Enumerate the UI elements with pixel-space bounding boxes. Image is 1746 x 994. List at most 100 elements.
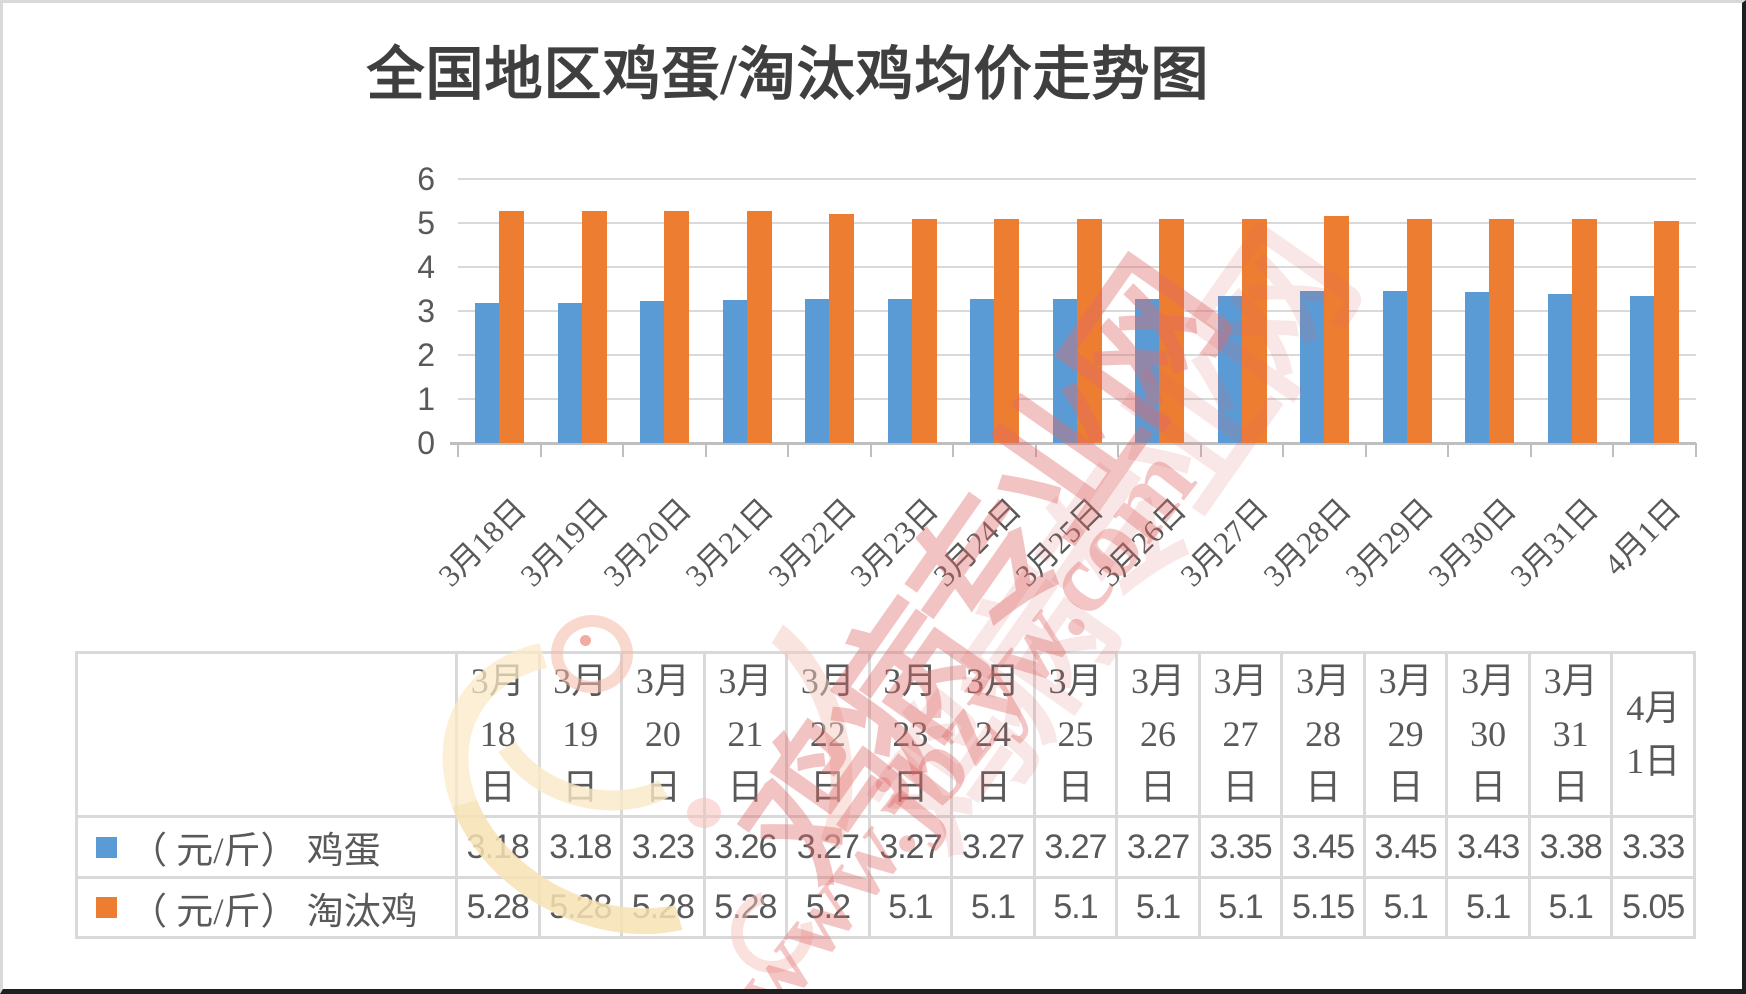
y-axis-tick-label: 5: [417, 205, 435, 241]
x-axis-category-label: 3月24日: [926, 491, 1028, 594]
x-axis-category-label: 4月1日: [1597, 491, 1688, 583]
bar-culled-chicken-11: [1406, 219, 1432, 443]
table-value-culled-chicken-10: 5.15: [1283, 879, 1363, 936]
legend-row-label-culled-chicken: （ 元/斤） 淘汰鸡: [78, 879, 455, 936]
bar-culled-chicken-4: [829, 214, 855, 443]
bar-culled-chicken-8: [1159, 219, 1185, 443]
x-axis-category-label: 3月28日: [1256, 491, 1358, 594]
bar-culled-chicken-6: [994, 219, 1020, 443]
x-axis-category-label: 3月26日: [1091, 491, 1193, 594]
brand-logo-rooster-eye: [580, 635, 591, 646]
x-axis-category-label: 3月31日: [1503, 491, 1606, 594]
x-axis-tick: [704, 443, 707, 457]
data-table: 3月 18 日 3月 19 日 3月 20 日 3月 21 日 3月 22 日 3月 23…: [75, 651, 1696, 939]
x-axis-category-label: 3月19日: [513, 491, 616, 594]
bar-culled-chicken-1: [581, 211, 607, 443]
table-value-eggs-9: 3.35: [1200, 818, 1281, 876]
bar-culled-chicken-10: [1324, 216, 1350, 443]
x-axis-category-label: 3月25日: [1008, 491, 1111, 594]
x-axis-category-label: 3月22日: [761, 491, 863, 594]
bar-eggs-3: [722, 300, 747, 443]
table-col-header-4: 3月 22 日: [788, 654, 868, 815]
x-axis-tick: [952, 443, 954, 457]
bar-eggs-12: [1465, 292, 1490, 443]
table-value-culled-chicken-7: 5.1: [1035, 879, 1116, 936]
legend-label-text: （ 元/斤） 淘汰鸡: [130, 891, 418, 933]
y-axis-tick-label: 6: [417, 161, 435, 197]
table-corner-cell: [78, 654, 455, 815]
table-value-culled-chicken-3: 5.28: [705, 879, 786, 936]
table-value-culled-chicken-6: 5.1: [953, 879, 1033, 936]
table-col-header-2: 3月 20 日: [623, 654, 703, 815]
bar-culled-chicken-0: [499, 211, 525, 443]
x-axis-tick: [787, 443, 789, 457]
table-value-culled-chicken-9: 5.1: [1200, 879, 1281, 936]
bar-culled-chicken-9: [1241, 219, 1267, 443]
bar-culled-chicken-14: [1654, 221, 1680, 443]
y-axis-tick-label: 3: [417, 293, 435, 329]
x-axis-tick: [869, 443, 872, 457]
table-value-eggs-10: 3.45: [1283, 818, 1363, 876]
table-col-header-0: 3月 18 日: [458, 654, 538, 815]
legend-label-text: （ 元/斤） 鸡蛋: [130, 831, 381, 872]
y-axis-tick-label: 0: [417, 425, 435, 461]
x-axis-category-label: 3月18日: [431, 491, 533, 594]
x-axis-category-label: 3月30日: [1421, 491, 1523, 594]
y-axis-tick-label: 2: [417, 337, 435, 373]
bar-eggs-0: [475, 303, 500, 443]
table-col-header-12: 3月 30 日: [1448, 654, 1528, 815]
x-axis-tick: [1364, 443, 1367, 457]
table-value-culled-chicken-0: 5.28: [458, 879, 538, 936]
table-value-culled-chicken-5: 5.1: [870, 879, 951, 936]
table-value-culled-chicken-8: 5.1: [1118, 879, 1198, 936]
x-axis-category-label: 3月21日: [678, 491, 781, 594]
bar-eggs-9: [1217, 296, 1242, 443]
x-axis-tick: [1199, 443, 1202, 457]
table-value-eggs-3: 3.26: [705, 818, 786, 876]
y-axis-tick-label: 4: [417, 249, 435, 285]
table-col-header-6: 3月 24 日: [953, 654, 1033, 815]
bar-eggs-1: [557, 303, 582, 443]
table-col-header-7: 3月 25 日: [1035, 654, 1116, 815]
table-value-culled-chicken-4: 5.2: [788, 879, 868, 936]
bar-culled-chicken-12: [1489, 219, 1515, 443]
x-axis-tick: [1034, 443, 1037, 457]
bar-eggs-5: [887, 299, 912, 443]
x-axis-category-label: 3月29日: [1338, 491, 1441, 594]
x-axis-tick: [1694, 443, 1697, 457]
x-axis-line: [450, 442, 1696, 445]
legend-swatch-culled-chicken: [96, 897, 117, 918]
table-value-eggs-0: 3.18: [458, 818, 538, 876]
x-axis-tick: [1117, 443, 1119, 457]
bar-eggs-14: [1630, 296, 1655, 443]
bar-culled-chicken-3: [746, 211, 772, 443]
table-col-header-13: 3月 31 日: [1530, 654, 1611, 815]
table-value-eggs-2: 3.23: [623, 818, 703, 876]
x-axis-tick: [457, 443, 459, 457]
bar-eggs-7: [1052, 299, 1077, 443]
table-col-header-3: 3月 21 日: [705, 654, 786, 815]
chart-title: 全国地区鸡蛋/淘汰鸡均价走势图: [366, 42, 1210, 107]
table-col-header-8: 3月 26 日: [1118, 654, 1198, 815]
table-value-culled-chicken-1: 5.28: [540, 879, 621, 936]
table-value-culled-chicken-2: 5.28: [623, 879, 703, 936]
legend-swatch-eggs: [96, 836, 117, 858]
x-axis-category-label: 3月27日: [1173, 491, 1276, 594]
table-value-culled-chicken-14: 5.05: [1613, 879, 1693, 936]
bar-eggs-6: [970, 299, 995, 443]
bar-eggs-8: [1135, 299, 1160, 443]
table-value-eggs-11: 3.45: [1365, 818, 1446, 876]
bar-culled-chicken-2: [664, 211, 690, 443]
table-value-eggs-14: 3.33: [1613, 818, 1693, 876]
table-col-header-11: 3月 29 日: [1365, 654, 1446, 815]
bar-culled-chicken-5: [911, 219, 937, 443]
table-value-culled-chicken-13: 5.1: [1530, 879, 1611, 936]
table-col-header-5: 3月 23 日: [870, 654, 951, 815]
x-axis-tick: [1612, 443, 1614, 457]
x-axis-tick: [1282, 443, 1284, 457]
x-axis-tick: [1529, 443, 1532, 457]
table-col-header-14: 4月 1日: [1613, 654, 1693, 815]
table-col-header-9: 3月 27 日: [1200, 654, 1281, 815]
table-value-eggs-13: 3.38: [1530, 818, 1611, 876]
